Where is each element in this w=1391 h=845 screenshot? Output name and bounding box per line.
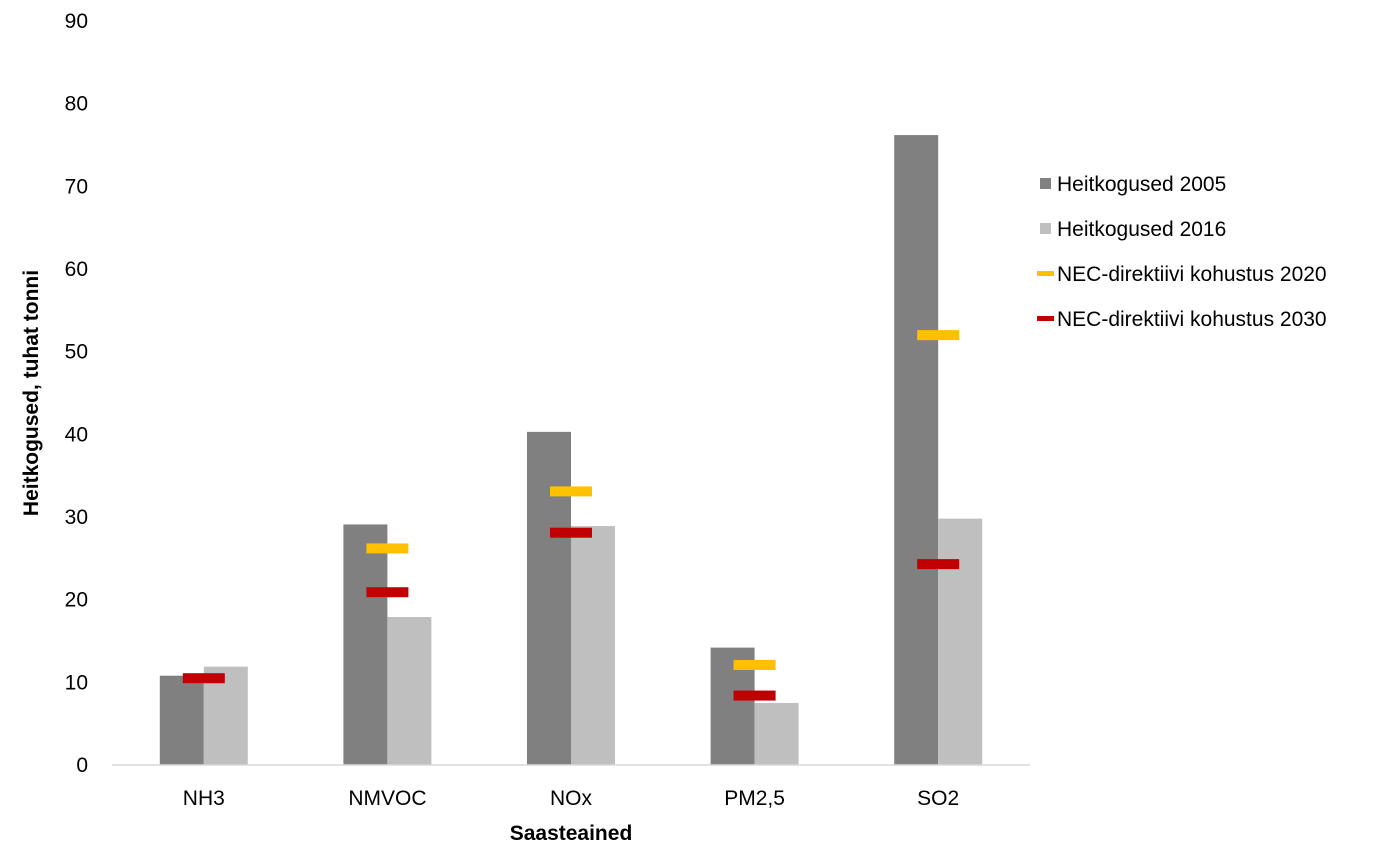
bar-2005-4 bbox=[894, 135, 939, 765]
bar-2005-2 bbox=[527, 431, 571, 765]
x-tick-label: NH3 bbox=[183, 787, 225, 810]
y-tick-label: 90 bbox=[65, 10, 88, 33]
y-tick-label: 30 bbox=[65, 506, 88, 529]
target-marker-3-3 bbox=[733, 690, 776, 701]
legend-swatch bbox=[1040, 178, 1051, 189]
legend-label: NEC-direktiivi kohustus 2020 bbox=[1057, 263, 1327, 286]
legend-label: NEC-direktiivi kohustus 2030 bbox=[1057, 308, 1327, 331]
x-tick-label: NMVOC bbox=[348, 787, 426, 810]
x-axis-title: Saasteained bbox=[510, 822, 633, 845]
target-marker-2-1 bbox=[366, 543, 409, 554]
legend-swatch bbox=[1037, 316, 1054, 321]
legend: Heitkogused 2005 Heitkogused 2016 NEC-dire… bbox=[1037, 173, 1327, 331]
target-marker-3-4 bbox=[917, 559, 960, 570]
y-tick-label: 80 bbox=[65, 93, 88, 116]
y-tick-label: 10 bbox=[65, 671, 88, 694]
y-tick-label: 70 bbox=[65, 175, 88, 198]
bars bbox=[159, 135, 983, 765]
legend-swatch bbox=[1037, 271, 1054, 276]
x-tick-label: SO2 bbox=[917, 787, 959, 810]
target-marker-3-0 bbox=[182, 673, 225, 684]
y-axis-ticks: 0 10 20 30 40 50 60 70 80 90 bbox=[65, 10, 88, 777]
bar-2005-0 bbox=[159, 675, 204, 765]
legend-label: Heitkogused 2005 bbox=[1057, 173, 1226, 196]
x-tick-label: NOx bbox=[550, 787, 593, 810]
legend-swatch bbox=[1040, 223, 1051, 234]
target-marker-3-1 bbox=[366, 587, 409, 598]
y-axis-title: Heitkogused, tuhat tonni bbox=[20, 270, 43, 516]
bar-2016-3 bbox=[754, 703, 799, 765]
x-axis-ticks: NH3 NMVOC NOx PM2,5 SO2 bbox=[183, 787, 959, 810]
bar-2016-1 bbox=[387, 617, 432, 765]
legend-label: Heitkogused 2016 bbox=[1057, 218, 1226, 241]
target-marker-3-2 bbox=[550, 527, 592, 538]
y-tick-label: 40 bbox=[65, 423, 88, 446]
bar-2005-1 bbox=[343, 524, 388, 765]
target-markers bbox=[182, 330, 960, 701]
y-tick-label: 60 bbox=[65, 258, 88, 281]
y-tick-label: 20 bbox=[65, 589, 88, 612]
target-marker-2-2 bbox=[550, 486, 592, 497]
y-tick-label: 0 bbox=[76, 754, 88, 777]
y-tick-label: 50 bbox=[65, 341, 88, 364]
bar-2016-4 bbox=[938, 518, 983, 765]
target-marker-2-4 bbox=[917, 330, 960, 341]
target-marker-2-3 bbox=[733, 659, 776, 670]
x-tick-label: PM2,5 bbox=[724, 787, 785, 810]
bar-2016-2 bbox=[571, 526, 615, 765]
